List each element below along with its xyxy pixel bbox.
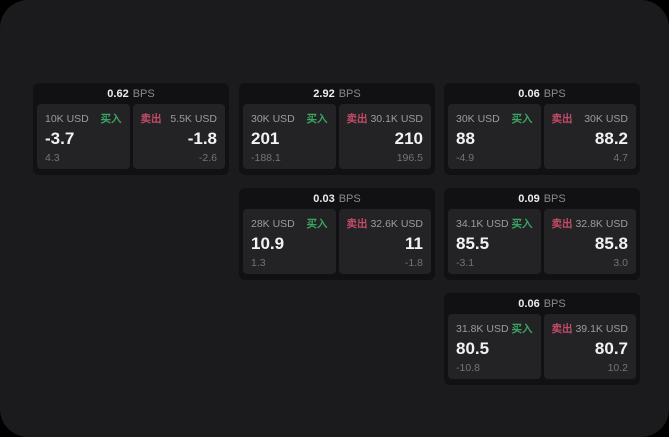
sell-notional: 30.1K USD bbox=[370, 112, 423, 125]
buy-side-label: 买入 bbox=[511, 323, 533, 335]
spread-header: 0.03 BPS bbox=[243, 188, 431, 209]
sell-price: 210 bbox=[394, 128, 423, 148]
sell-side-label: 卖出 bbox=[140, 113, 162, 125]
sell-side-label: 卖出 bbox=[551, 323, 573, 335]
sell-side-label: 卖出 bbox=[346, 113, 368, 125]
sell-notional: 5.5K USD bbox=[170, 112, 217, 125]
buy-change: 1.3 bbox=[251, 256, 266, 269]
sell-notional: 30K USD bbox=[584, 112, 628, 125]
sell-quote-tile[interactable]: 卖出 30.1K USD 210 196.5 bbox=[338, 104, 431, 169]
buy-quote-tile[interactable]: 10K USD 买入 -3.7 4.3 bbox=[37, 104, 130, 169]
spread-unit: BPS bbox=[132, 87, 155, 100]
quote-card-3: 0.06 BPS 30K USD 买入 88 -4.9 卖出 30K USD 8… bbox=[444, 83, 640, 175]
spread-value: 0.06 bbox=[518, 297, 540, 310]
buy-notional: 30K USD bbox=[456, 112, 500, 125]
buy-change: -10.8 bbox=[456, 361, 480, 374]
sell-side-label: 卖出 bbox=[551, 113, 573, 125]
sell-price: 88.2 bbox=[594, 128, 628, 148]
buy-side-label: 买入 bbox=[100, 113, 122, 125]
buy-quote-tile[interactable]: 31.8K USD 买入 80.5 -10.8 bbox=[448, 314, 541, 379]
quote-card-4: 0.03 BPS 28K USD 买入 10.9 1.3 卖出 32.6K US… bbox=[239, 188, 435, 280]
sell-price: 85.8 bbox=[594, 233, 628, 253]
spread-header: 0.09 BPS bbox=[448, 188, 636, 209]
buy-price: 80.5 bbox=[456, 338, 490, 358]
quote-card-5: 0.09 BPS 34.1K USD 买入 85.5 -3.1 卖出 32.8K… bbox=[444, 188, 640, 280]
buy-notional: 34.1K USD bbox=[456, 217, 509, 230]
buy-price: 85.5 bbox=[456, 233, 490, 253]
buy-price: 201 bbox=[251, 128, 280, 148]
quote-card-1: 0.62 BPS 10K USD 买入 -3.7 4.3 卖出 5.5K USD… bbox=[33, 83, 229, 175]
buy-price: -3.7 bbox=[45, 128, 75, 148]
buy-notional: 28K USD bbox=[251, 217, 295, 230]
spread-unit: BPS bbox=[338, 192, 361, 205]
buy-notional: 10K USD bbox=[45, 112, 89, 125]
sell-price: 11 bbox=[405, 233, 423, 253]
sell-quote-tile[interactable]: 卖出 32.6K USD 11 -1.8 bbox=[338, 209, 431, 274]
spread-value: 2.92 bbox=[313, 87, 335, 100]
buy-quote-tile[interactable]: 28K USD 买入 10.9 1.3 bbox=[243, 209, 336, 274]
sell-change: -1.8 bbox=[404, 256, 423, 269]
buy-change: -188.1 bbox=[251, 151, 281, 164]
sell-notional: 39.1K USD bbox=[575, 322, 628, 335]
spread-value: 0.03 bbox=[313, 192, 335, 205]
sell-quote-tile[interactable]: 卖出 39.1K USD 80.7 10.2 bbox=[543, 314, 636, 379]
sell-price: -1.8 bbox=[187, 128, 217, 148]
sell-quote-tile[interactable]: 卖出 30K USD 88.2 4.7 bbox=[543, 104, 636, 169]
sell-change: 3.0 bbox=[613, 256, 628, 269]
sell-change: 196.5 bbox=[396, 151, 423, 164]
quote-card-2: 2.92 BPS 30K USD 买入 201 -188.1 卖出 30.1K … bbox=[239, 83, 435, 175]
spread-header: 0.62 BPS bbox=[37, 83, 225, 104]
sell-side-label: 卖出 bbox=[346, 218, 368, 230]
buy-quote-tile[interactable]: 30K USD 买入 88 -4.9 bbox=[448, 104, 541, 169]
buy-side-label: 买入 bbox=[306, 218, 328, 230]
sell-price: 80.7 bbox=[594, 338, 628, 358]
spread-header: 0.06 BPS bbox=[448, 293, 636, 314]
spread-value: 0.06 bbox=[518, 87, 540, 100]
quote-card-6: 0.06 BPS 31.8K USD 买入 80.5 -10.8 卖出 39.1… bbox=[444, 293, 640, 385]
sell-notional: 32.6K USD bbox=[370, 217, 423, 230]
spread-header: 2.92 BPS bbox=[243, 83, 431, 104]
sell-side-label: 卖出 bbox=[551, 218, 573, 230]
buy-notional: 30K USD bbox=[251, 112, 295, 125]
buy-price: 10.9 bbox=[251, 233, 285, 253]
spread-value: 0.62 bbox=[107, 87, 129, 100]
buy-change: -4.9 bbox=[456, 151, 475, 164]
spread-unit: BPS bbox=[543, 297, 566, 310]
spread-unit: BPS bbox=[543, 192, 566, 205]
buy-price: 88 bbox=[456, 128, 475, 148]
sell-quote-tile[interactable]: 卖出 5.5K USD -1.8 -2.6 bbox=[132, 104, 225, 169]
sell-quote-tile[interactable]: 卖出 32.8K USD 85.8 3.0 bbox=[543, 209, 636, 274]
buy-side-label: 买入 bbox=[511, 113, 533, 125]
buy-change: -3.1 bbox=[456, 256, 475, 269]
spread-value: 0.09 bbox=[518, 192, 540, 205]
spread-header: 0.06 BPS bbox=[448, 83, 636, 104]
sell-notional: 32.8K USD bbox=[575, 217, 628, 230]
buy-quote-tile[interactable]: 34.1K USD 买入 85.5 -3.1 bbox=[448, 209, 541, 274]
buy-side-label: 买入 bbox=[306, 113, 328, 125]
buy-side-label: 买入 bbox=[511, 218, 533, 230]
buy-change: 4.3 bbox=[45, 151, 60, 164]
spread-unit: BPS bbox=[338, 87, 361, 100]
buy-quote-tile[interactable]: 30K USD 买入 201 -188.1 bbox=[243, 104, 336, 169]
buy-notional: 31.8K USD bbox=[456, 322, 509, 335]
sell-change: 10.2 bbox=[607, 361, 628, 374]
sell-change: 4.7 bbox=[613, 151, 628, 164]
sell-change: -2.6 bbox=[198, 151, 217, 164]
spread-unit: BPS bbox=[543, 87, 566, 100]
